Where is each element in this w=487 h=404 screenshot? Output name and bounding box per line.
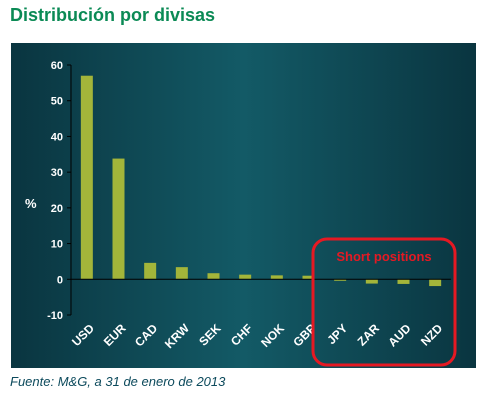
bar-chf [239, 274, 252, 280]
bar-krw [175, 267, 188, 280]
y-tick-label: 30 [51, 167, 63, 179]
bar-gbp [302, 275, 315, 280]
y-tick-label: 60 [51, 60, 63, 72]
y-tick-label: 20 [51, 203, 63, 215]
bar-eur [112, 158, 125, 280]
currency-bar-chart: -10 0 10 20 30 40 50 60 USD EUR CAD KRW SEK CHF NOK GBP… [11, 43, 476, 368]
y-tick-label: -10 [47, 310, 63, 322]
chart-title: Distribución por divisas [10, 5, 216, 25]
short-positions-highlight [311, 237, 457, 367]
chart-background [11, 43, 476, 368]
source-note: Fuente: M&G, a 31 de enero de 2013 [10, 374, 226, 389]
y-tick-label: 40 [51, 131, 63, 143]
y-tick-label: 0 [57, 274, 63, 286]
bar-sek [207, 273, 220, 280]
bar-jpy [334, 279, 347, 281]
bar-zar [365, 279, 378, 284]
y-axis-label: % [25, 196, 37, 211]
y-tick-label: 50 [51, 96, 63, 108]
bar-usd [80, 75, 93, 280]
bar-nok [270, 275, 283, 280]
bar-layer [80, 75, 442, 287]
bar-nzd [429, 279, 442, 287]
bar-aud [397, 279, 410, 284]
y-tick-label: 10 [51, 239, 63, 251]
short-positions-label: Short positions [336, 249, 431, 264]
bar-cad [144, 262, 157, 280]
